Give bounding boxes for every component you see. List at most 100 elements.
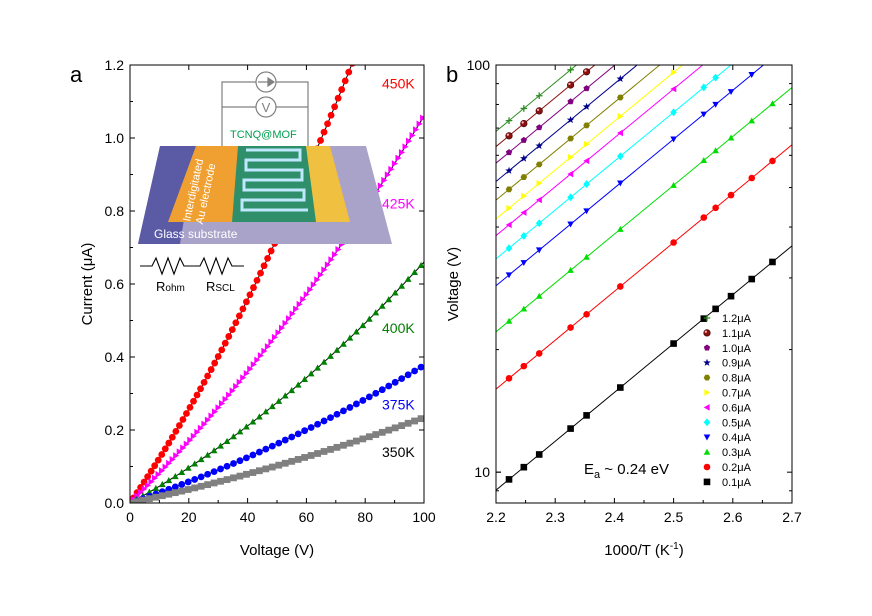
b-point-0.2μA	[520, 362, 528, 370]
b-point-0.1μA	[769, 258, 776, 266]
b-point-1.1μA	[505, 132, 513, 140]
a-point-400K	[197, 456, 205, 463]
b-point-0.9μA	[520, 154, 528, 162]
b-point-0.1μA	[617, 384, 624, 391]
a-point-450K	[264, 254, 271, 262]
a-point-425K	[278, 324, 286, 332]
a-point-450K	[253, 276, 261, 284]
panel-b: 2.2 2.3 2.4 2.5 2.6 2.7 10 100 1.2μA 1.1μA 1.0μA 0…	[445, 57, 802, 559]
b-point-1.2μA	[505, 117, 513, 124]
b-point-0.1μA	[583, 412, 590, 419]
a-point-375K	[417, 363, 424, 371]
b-point-0.5μA	[567, 193, 574, 202]
a-xtick-label: 0	[126, 509, 134, 525]
b-point-0.6μA	[617, 129, 623, 137]
legend-label-0.9μA: 0.9μA	[722, 358, 752, 370]
a-point-350K	[411, 417, 418, 425]
a-point-450K	[243, 298, 250, 306]
temp-label-350K: 350K	[382, 444, 415, 460]
temp-label-375K: 375K	[382, 396, 415, 412]
a-point-425K	[310, 281, 317, 289]
legend-marker-0.7μA	[704, 389, 711, 396]
a-point-400K	[281, 392, 289, 399]
a-point-425K	[190, 432, 197, 440]
b-point-1.0μA	[583, 85, 590, 92]
b-point-0.1μA	[712, 305, 719, 313]
a-point-350K	[133, 498, 140, 503]
a-point-400K	[178, 468, 186, 475]
a-point-425K	[321, 266, 328, 274]
a-point-425K	[141, 485, 148, 493]
legend-label-0.6μA: 0.6μA	[722, 402, 752, 414]
b-point-1.2μA	[535, 92, 543, 100]
voltmeter-label: V	[262, 100, 271, 115]
legend-label-0.1μA: 0.1μA	[722, 477, 752, 489]
a-point-425K	[293, 305, 300, 313]
a-point-375K	[223, 462, 231, 470]
b-point-0.3μA	[505, 317, 513, 324]
b-point-0.5μA	[535, 219, 543, 228]
a-point-425K	[286, 315, 293, 322]
a-point-350K	[223, 476, 231, 483]
b-point-0.3μA	[727, 134, 735, 141]
legend-marker-0.3μA	[703, 448, 711, 455]
a-point-400K	[301, 375, 309, 382]
legend-marker-0.6μA	[703, 404, 710, 411]
a-point-450K	[165, 439, 173, 447]
panel-a: 450K 425K 400K 375K 350K V TCNQ@MOF Interdig…	[70, 57, 436, 559]
mof-film	[232, 146, 316, 222]
a-point-350K	[210, 479, 218, 487]
a-point-425K	[331, 251, 339, 258]
b-fit-1.0μA	[496, 65, 616, 164]
legend-marker-0.1μA	[703, 478, 711, 486]
a-point-425K	[243, 369, 250, 377]
a-point-425K	[289, 310, 296, 318]
b-point-0.5μA	[505, 244, 513, 253]
b-point-0.8μA	[617, 94, 624, 101]
a-point-450K	[345, 68, 353, 76]
a-point-400K	[210, 447, 218, 454]
b-point-0.3μA	[617, 225, 624, 232]
legend-label-0.8μA: 0.8μA	[722, 373, 752, 385]
device-inset: V TCNQ@MOF InterdigitatedAu electrode Gl…	[138, 71, 392, 294]
a-ytick-label: 0.6	[105, 276, 125, 292]
a-point-425K	[271, 333, 279, 341]
a-point-450K	[235, 312, 243, 320]
a-point-450K	[154, 456, 162, 464]
a-point-400K	[391, 289, 399, 296]
a-point-400K	[184, 464, 192, 471]
a-point-375K	[352, 400, 360, 408]
a-point-425K	[226, 391, 233, 399]
a-point-400K	[365, 315, 373, 322]
b-point-0.4μA	[748, 72, 756, 78]
a-point-400K	[268, 403, 276, 410]
b-point-1.1μA	[566, 81, 575, 89]
a-point-425K	[233, 383, 240, 390]
panel-b-xlabel: 1000/T (K-1)	[604, 541, 684, 559]
a-point-425K	[197, 424, 204, 432]
b-point-0.2μA	[583, 311, 590, 318]
ammeter-arrow-icon	[258, 76, 276, 88]
a-point-375K	[411, 367, 418, 375]
a-point-375K	[301, 427, 309, 435]
inset-top-label: TCNQ@MOF	[230, 129, 297, 141]
a-point-450K	[338, 86, 346, 93]
b-xtick-label: 2.6	[723, 509, 743, 525]
a-point-450K	[183, 410, 190, 417]
a-point-400K	[340, 340, 347, 347]
a-point-425K	[381, 176, 388, 184]
a-point-375K	[197, 473, 205, 481]
a-point-375K	[314, 420, 321, 428]
a-point-425K	[307, 286, 314, 294]
a-point-425K	[261, 347, 268, 355]
a-point-450K	[260, 262, 268, 270]
b-point-1.1μA-highlight	[584, 69, 587, 72]
b-point-1.1μA-highlight	[536, 108, 540, 111]
a-point-425K	[144, 481, 152, 489]
a-point-350K	[158, 492, 166, 500]
a-point-375K	[184, 478, 192, 486]
a-point-450K	[147, 467, 155, 475]
b-point-0.1μA	[535, 451, 543, 458]
a-point-425K	[395, 154, 402, 162]
legend-label-0.3μA: 0.3μA	[722, 447, 752, 459]
